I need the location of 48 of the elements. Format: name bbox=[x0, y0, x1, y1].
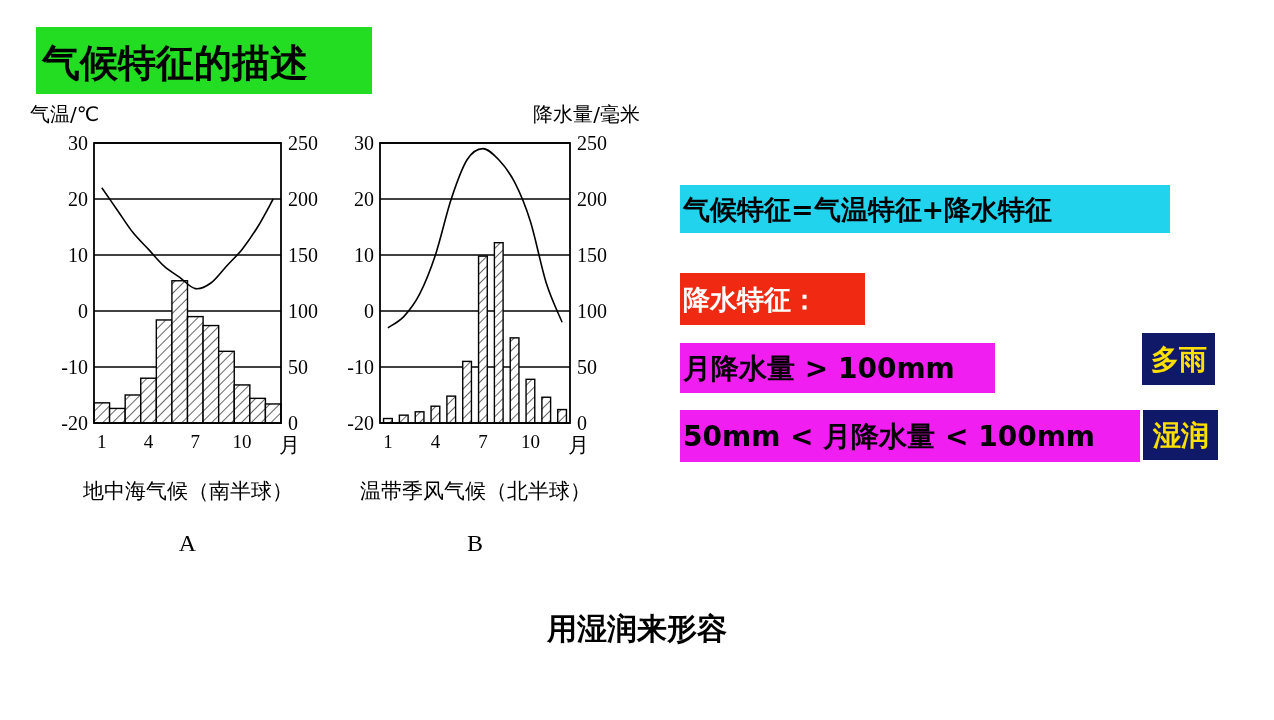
text: 温带季风气候（北半球） bbox=[359, 479, 591, 503]
x-tick-label: 4 bbox=[143, 431, 154, 452]
x-axis-title: 月 bbox=[279, 433, 300, 457]
y-tick-label: 10 bbox=[68, 244, 88, 266]
text: 用湿润来形容 bbox=[546, 610, 727, 646]
text: 气候特征=气温特征+降水特征 bbox=[682, 193, 1053, 225]
y-tick-label: -20 bbox=[61, 412, 88, 434]
text: 月降水量 > 100mm bbox=[682, 352, 955, 386]
x-tick-label: 10 bbox=[520, 431, 540, 452]
y2-tick-label: 50 bbox=[288, 356, 308, 378]
text: 降水特征： bbox=[683, 283, 818, 315]
y2-tick-label: 0 bbox=[288, 412, 298, 434]
text: 50mm < 月降水量 < 100mm bbox=[683, 420, 1096, 454]
y2-tick-label: 150 bbox=[288, 244, 318, 266]
y2-tick-label: 250 bbox=[288, 132, 318, 154]
y-tick-label: 30 bbox=[354, 132, 374, 154]
y2-tick-label: 100 bbox=[577, 300, 607, 322]
y2-tick-label: 150 bbox=[577, 244, 607, 266]
y-tick-label: 20 bbox=[354, 188, 374, 210]
y-tick-label: 0 bbox=[364, 300, 374, 322]
x-tick-label: 1 bbox=[97, 431, 107, 452]
y-tick-label: 30 bbox=[68, 132, 88, 154]
y2-tick-label: 50 bbox=[577, 356, 597, 378]
y-tick-label: -10 bbox=[347, 356, 374, 378]
y2-tick-label: 200 bbox=[577, 188, 607, 210]
text: A bbox=[178, 530, 197, 556]
x-tick-label: 1 bbox=[383, 431, 393, 452]
y2-tick-label: 0 bbox=[577, 412, 587, 434]
y2-tick-label: 100 bbox=[288, 300, 318, 322]
text: 湿润 bbox=[1151, 419, 1209, 453]
text: 地中海气候（南半球） bbox=[81, 479, 293, 503]
y-tick-label: -10 bbox=[61, 356, 88, 378]
text: 多雨 bbox=[1150, 343, 1207, 377]
y-tick-label: 0 bbox=[78, 300, 88, 322]
y-tick-label: -20 bbox=[347, 412, 374, 434]
x-tick-label: 10 bbox=[232, 431, 252, 452]
text: 气候特征的描述 bbox=[41, 41, 308, 85]
y-tick-label: 10 bbox=[354, 244, 374, 266]
text: B bbox=[466, 530, 484, 556]
y2-axis-title: 降水量/毫米 bbox=[533, 102, 640, 126]
x-tick-label: 4 bbox=[430, 431, 441, 452]
y-tick-label: 20 bbox=[68, 188, 88, 210]
y-axis-title: 气温/℃ bbox=[30, 102, 100, 126]
x-axis-title: 月 bbox=[568, 433, 589, 457]
y2-tick-label: 200 bbox=[288, 188, 318, 210]
y2-tick-label: 250 bbox=[577, 132, 607, 154]
x-tick-label: 7 bbox=[478, 431, 488, 452]
x-tick-label: 7 bbox=[190, 431, 201, 452]
